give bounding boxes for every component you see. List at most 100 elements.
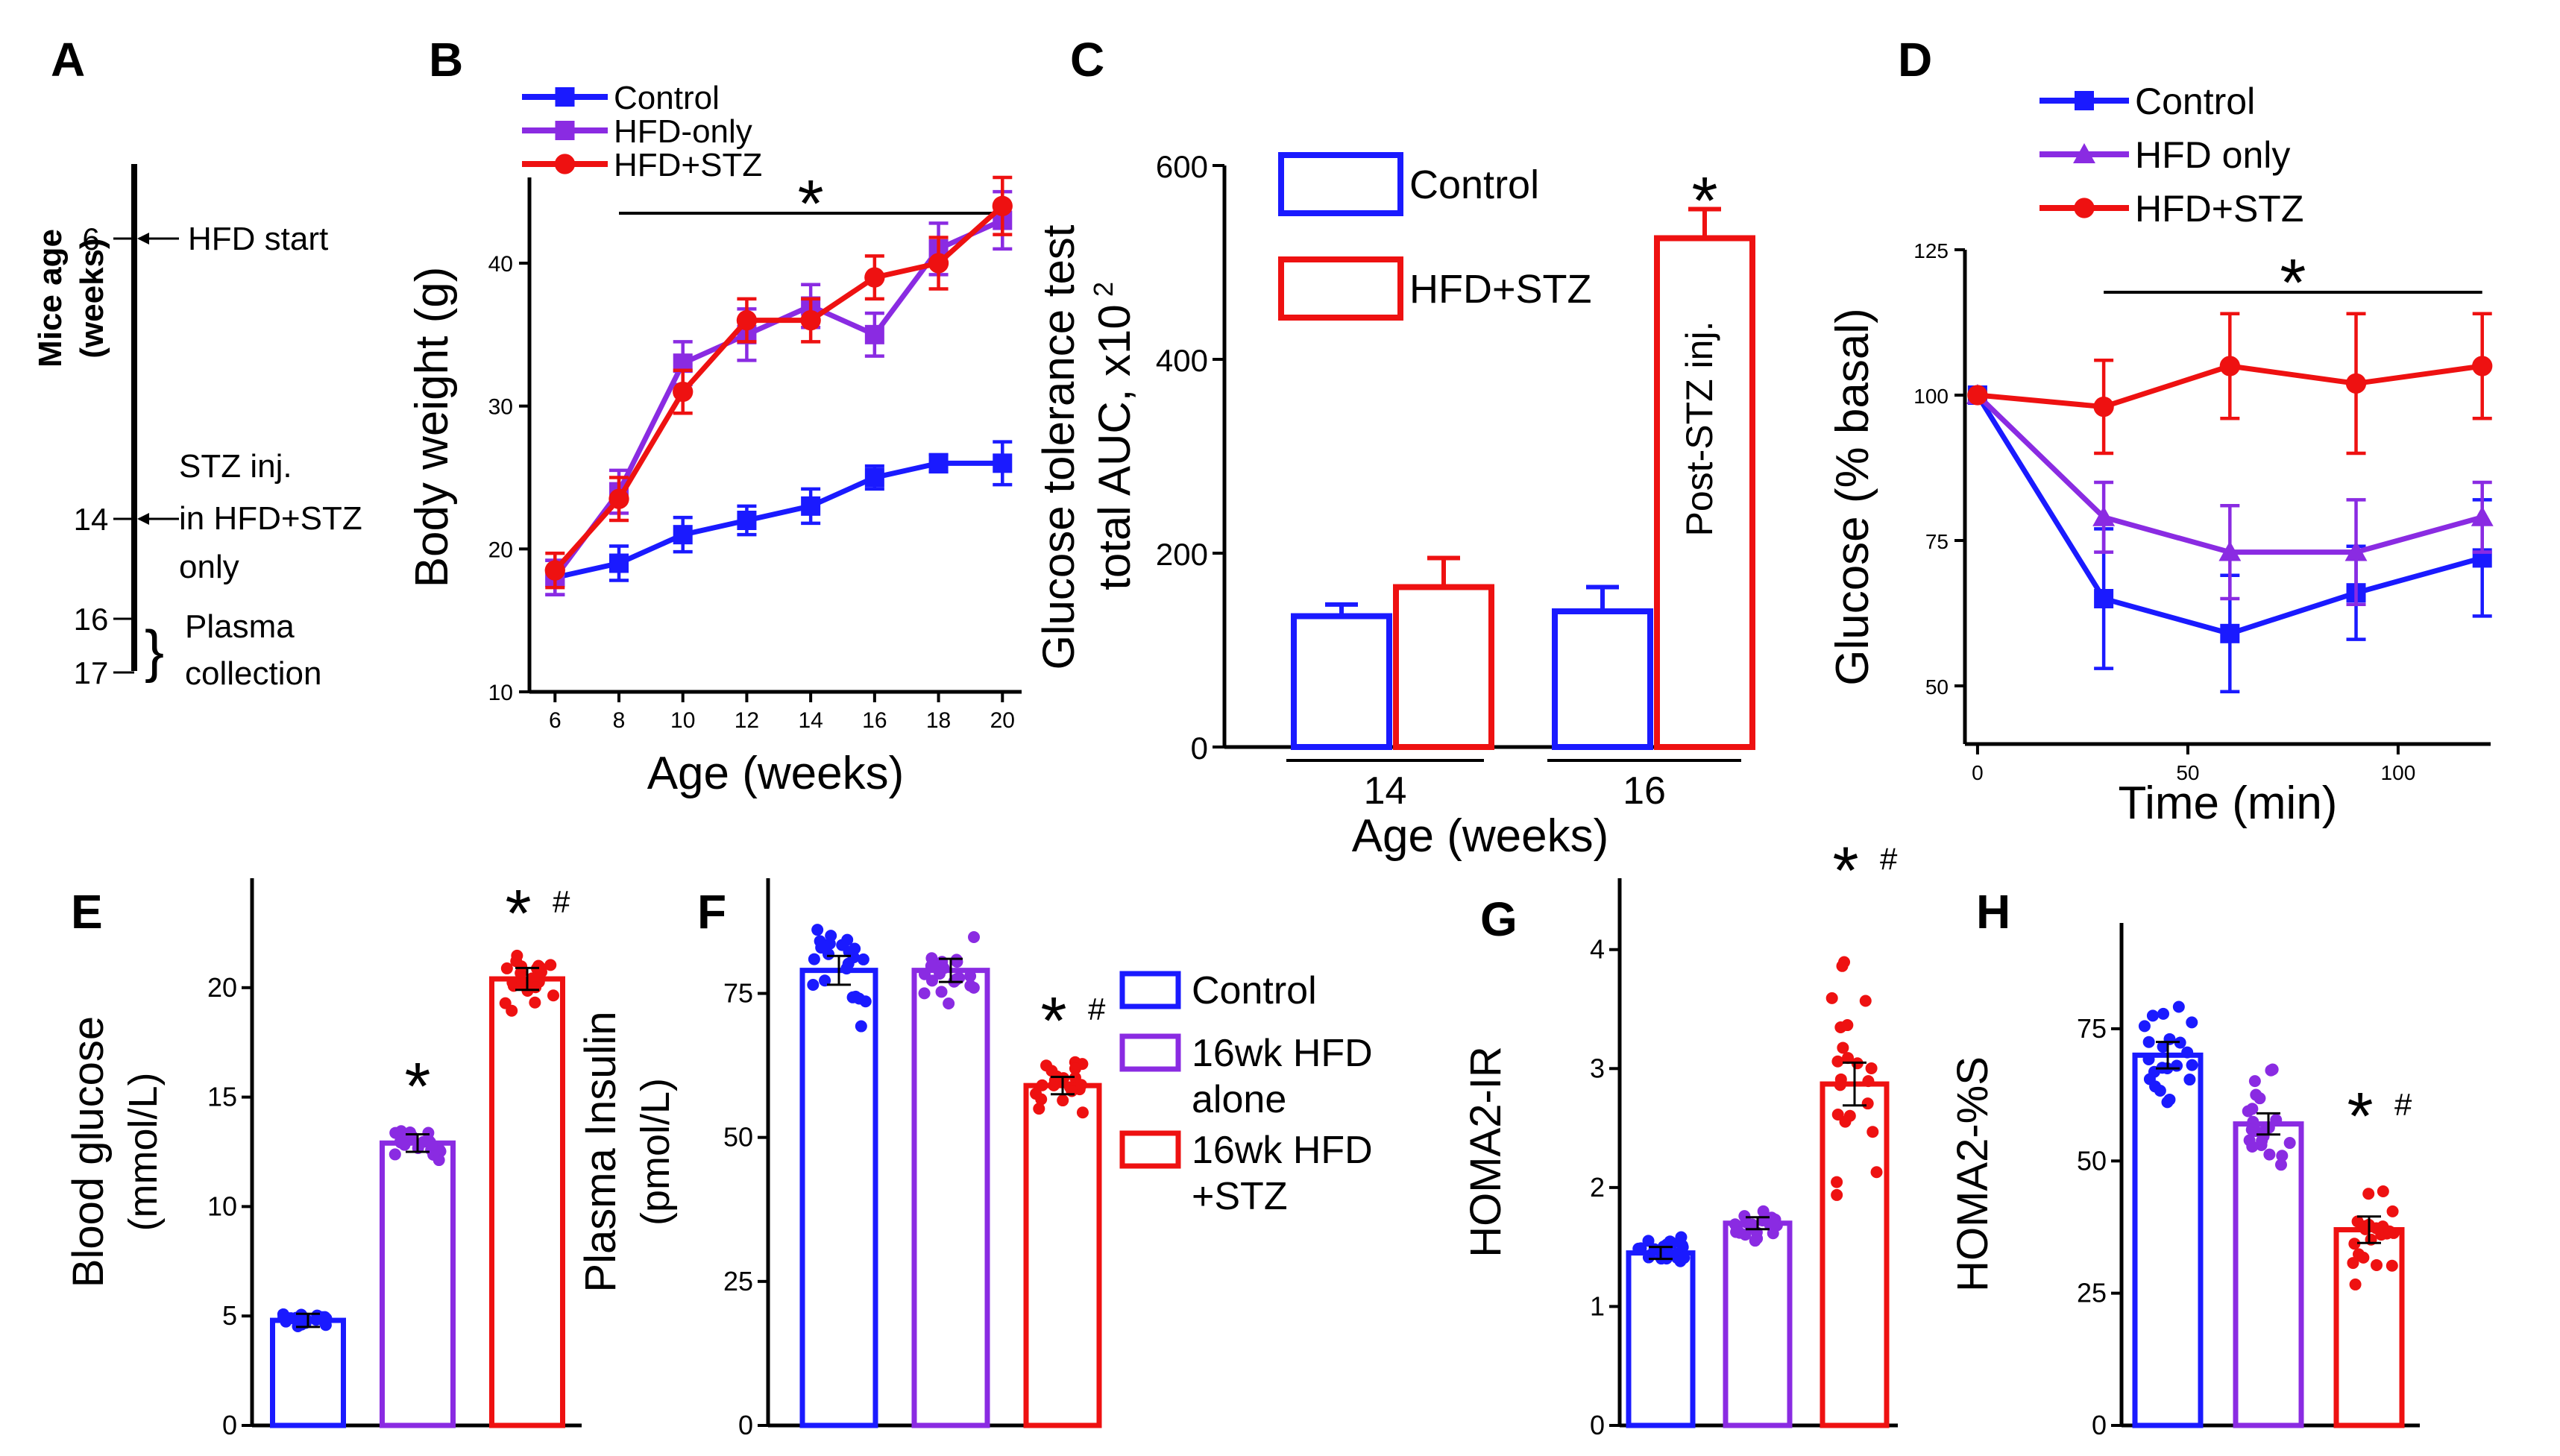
panel-d-legend-marker-control xyxy=(2075,91,2094,110)
panel-b-x-label: Age (weeks) xyxy=(647,748,905,799)
timeline-age-16: 16 xyxy=(74,602,109,637)
panel-b-point-control xyxy=(993,453,1013,473)
panel-g-data-point-hfd_stz xyxy=(1831,1176,1843,1188)
panel-f-data-point-control xyxy=(849,942,861,955)
panel-f-ytick-label: 75 xyxy=(723,978,753,1009)
panel-letter-e: E xyxy=(71,885,103,939)
panel-g-significance-star: * xyxy=(1832,834,1858,909)
panel-c-legend-box-control xyxy=(1278,152,1403,216)
panel-e-data-point-control xyxy=(277,1308,289,1320)
panel-d-point-hfd_stz xyxy=(2219,356,2240,376)
panel-g-ytick-label: 2 xyxy=(1590,1172,1605,1203)
panel-h-bar-hfd_only xyxy=(2233,1121,2304,1428)
panel-f-data-point-hfd_stz xyxy=(1033,1103,1045,1115)
panel-h-data-point-control xyxy=(2146,1009,2159,1022)
panel-b-point-control xyxy=(928,453,949,473)
panel-h-data-point-control xyxy=(2186,1016,2198,1029)
panel-d-legend-label-control: Control xyxy=(2135,81,2255,122)
legend-box-hfd_only xyxy=(1119,1033,1181,1072)
panel-e-data-point-hfd_only xyxy=(389,1148,401,1161)
panel-c-significance-star: * xyxy=(1691,164,1717,239)
panel-e-data-point-hfd_stz xyxy=(547,989,560,1002)
panel-d-point-hfd_stz xyxy=(1967,385,1988,406)
panel-h-bar-control xyxy=(2132,1052,2204,1428)
panel-f-data-point-hfd_stz xyxy=(1076,1106,1089,1119)
legend-label-hfd_only-0: 16wk HFD xyxy=(1192,1032,1373,1075)
panel-f-y-label: Plasma Insulin xyxy=(576,1011,625,1292)
panel-h-data-point-hfd_only xyxy=(2255,1138,2268,1151)
panel-f-data-point-hfd_only xyxy=(934,967,946,980)
panel-h-data-point-control xyxy=(2142,1053,2155,1065)
panel-h-data-point-hfd_only xyxy=(2245,1123,2258,1136)
panel-d-significance-star: * xyxy=(2280,246,2306,321)
panel-f-data-point-control xyxy=(853,992,866,1005)
panel-h-data-point-control xyxy=(2186,1059,2198,1071)
panel-d-x-label: Time (min) xyxy=(2119,778,2338,829)
panel-b-point-control xyxy=(801,496,821,516)
panel-e-ytick-label: 20 xyxy=(207,972,237,1003)
timeline-event-plasma-1: Plasma xyxy=(185,608,295,645)
timeline-age-14: 14 xyxy=(74,502,109,537)
arrow-left-icon xyxy=(137,513,149,525)
panel-c-ytick-label: 600 xyxy=(1156,149,1208,184)
panel-h-data-point-control xyxy=(2172,1000,2185,1013)
panel-h-data-point-hfd_stz xyxy=(2357,1251,2370,1264)
panel-b-y-label: Body weight (g) xyxy=(406,267,458,588)
panel-f-data-point-hfd_only xyxy=(964,970,977,983)
panel-f-data-point-hfd_only xyxy=(918,987,931,1000)
panel-e-data-point-hfd_stz xyxy=(500,962,513,974)
panel-c-bar-control-14 xyxy=(1291,613,1392,750)
panel-b-point-hfd_stz xyxy=(673,381,694,403)
panel-f-significance-star: * xyxy=(1040,984,1066,1059)
panel-c-category-label: 16 xyxy=(1623,769,1666,813)
panel-b-xtick-label: 16 xyxy=(862,708,887,733)
panel-f-y-label-2: (pmol/L) xyxy=(633,1078,678,1226)
panel-h-data-point-hfd_stz xyxy=(2386,1205,2399,1217)
panel-g-data-point-hfd_stz xyxy=(1865,1062,1878,1074)
panel-b-point-control xyxy=(609,553,629,573)
panel-h-data-point-control xyxy=(2157,1041,2169,1053)
panel-b-point-hfd_stz xyxy=(608,488,629,509)
panel-f-ytick-label: 0 xyxy=(738,1410,753,1440)
panel-g-data-point-hfd_stz xyxy=(1866,1126,1879,1138)
panel-b-legend-label-control: Control xyxy=(614,80,720,116)
panel-letter-a: A xyxy=(51,33,85,86)
panel-e-data-point-hfd_stz xyxy=(506,1004,518,1017)
panel-g-y-label: HOMA2-IR xyxy=(1462,1046,1510,1258)
legend-label-hfd_only-1: alone xyxy=(1192,1078,1286,1121)
panel-h-data-point-hfd_only xyxy=(2248,1075,2261,1088)
panel-c-annotation: Post-STZ inj. xyxy=(1679,321,1720,537)
panel-e-ytick-label: 15 xyxy=(207,1082,237,1112)
panel-h-data-point-hfd_only xyxy=(2283,1137,2296,1150)
panel-d-point-hfd_stz xyxy=(2345,373,2367,394)
panel-b-legend-label-hfd_only: HFD-only xyxy=(614,113,752,150)
panel-h-data-point-control xyxy=(2161,1096,2174,1109)
panel-b-ytick-label: 20 xyxy=(488,538,513,562)
panel-g-data-point-hfd_only xyxy=(1767,1227,1779,1240)
panel-b-point-control xyxy=(864,467,884,488)
panel-c-ytick-label: 400 xyxy=(1156,343,1208,378)
panel-h-data-point-hfd_only xyxy=(2270,1114,2283,1126)
panel-h-data-point-control xyxy=(2138,1020,2151,1033)
timeline-age-6: 6 xyxy=(82,221,99,256)
panel-e-bar-control xyxy=(270,1317,346,1428)
panel-g-data-point-hfd_stz xyxy=(1842,1052,1855,1065)
panel-d-point-hfd_only xyxy=(2471,505,2494,526)
panel-d-point-control xyxy=(2094,589,2114,608)
panel-e-data-point-hfd_only xyxy=(425,1138,438,1151)
panel-g-data-point-hfd_stz xyxy=(1831,1188,1843,1201)
panel-b-xtick-label: 18 xyxy=(926,708,951,733)
panel-f-data-point-hfd_stz xyxy=(1036,1079,1048,1091)
panel-d-legend-marker-hfd_only xyxy=(2073,143,2095,163)
timeline-event-stz-1: STZ inj. xyxy=(179,448,292,485)
panel-f-data-point-hfd_only xyxy=(964,980,977,992)
panel-e-data-point-hfd_stz xyxy=(506,976,519,989)
panel-b-xtick-label: 10 xyxy=(670,708,695,733)
panel-d-point-hfd_only xyxy=(2092,505,2116,526)
panel-h-data-point-hfd_stz xyxy=(2347,1257,2359,1270)
panel-g-data-point-hfd_stz xyxy=(1834,1079,1846,1091)
panel-f-ytick-label: 50 xyxy=(723,1122,753,1153)
panel-d-xtick-label: 100 xyxy=(2381,761,2416,784)
panel-g-data-point-hfd_only xyxy=(1733,1226,1746,1239)
panel-h-data-point-hfd_stz xyxy=(2349,1278,2362,1290)
